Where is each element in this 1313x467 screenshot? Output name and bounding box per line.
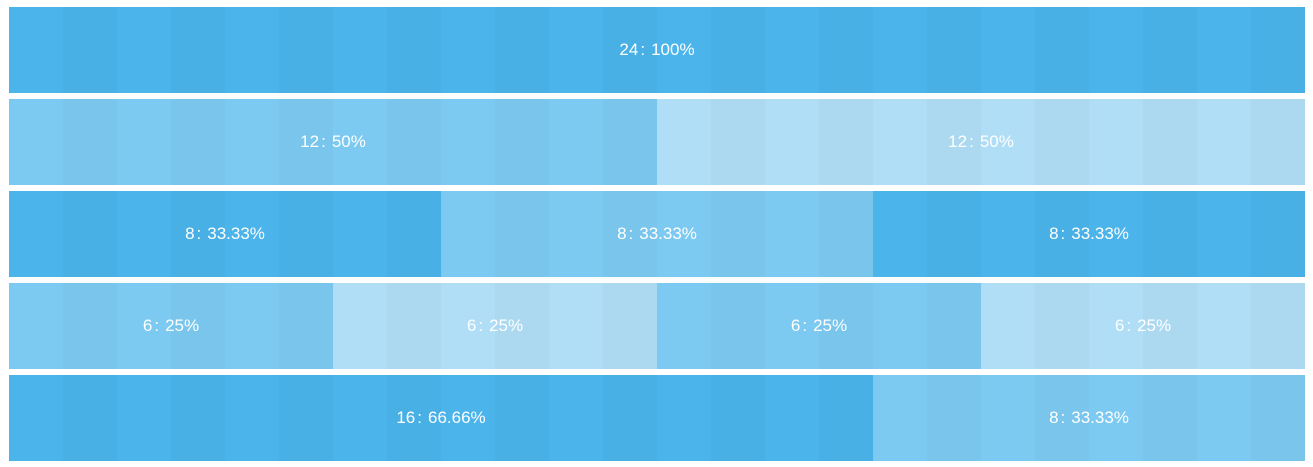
col-count: 12: [948, 132, 968, 151]
col-count: 12: [300, 132, 320, 151]
col-label: 12:50%: [948, 132, 1014, 152]
col-count: 6: [1114, 316, 1125, 335]
col-count: 6: [466, 316, 477, 335]
col-label: 8:33.33%: [1049, 408, 1129, 428]
col-separator: :: [154, 316, 160, 335]
grid-col-12: 12:50%: [9, 99, 657, 185]
col-count: 8: [617, 224, 627, 243]
grid-col-16: 16:66.66%: [9, 375, 873, 461]
col-label: 6:25%: [1115, 316, 1171, 336]
col-count: 6: [142, 316, 153, 335]
grid-col-8: 8:33.33%: [441, 191, 873, 277]
col-separator: :: [802, 316, 808, 335]
grid-row-2: 12:50% 12:50%: [9, 99, 1305, 185]
col-percent: 33.33%: [1071, 224, 1129, 243]
col-label: 24:100%: [619, 40, 694, 60]
grid-col-6: 6:25%: [333, 283, 657, 369]
col-separator: :: [1126, 316, 1132, 335]
col-percent: 25%: [165, 316, 200, 335]
col-label: 6:25%: [791, 316, 847, 336]
col-percent: 50%: [979, 132, 1014, 151]
col-percent: 25%: [1137, 316, 1172, 335]
col-label: 8:33.33%: [617, 224, 697, 244]
grid-row-1: 24:100%: [9, 7, 1305, 93]
col-percent: 33.33%: [1071, 408, 1129, 427]
grid-row-3: 8:33.33% 8:33.33% 8:33.33%: [9, 191, 1305, 277]
col-percent: 100%: [651, 40, 695, 59]
col-label: 12:50%: [300, 132, 366, 152]
col-separator: :: [1060, 224, 1066, 243]
col-count: 6: [790, 316, 801, 335]
grid-col-6: 6:25%: [657, 283, 981, 369]
col-count: 8: [1049, 224, 1059, 243]
col-count: 24: [619, 40, 639, 59]
col-percent: 33.33%: [207, 224, 265, 243]
col-label: 16:66.66%: [396, 408, 485, 428]
grid-col-12: 12:50%: [657, 99, 1305, 185]
grid-demo: 24:100% 12:50% 12:50% 8:33.33% 8:33.33%: [9, 7, 1305, 461]
grid-col-8: 8:33.33%: [873, 375, 1305, 461]
col-separator: :: [196, 224, 202, 243]
col-separator: :: [628, 224, 634, 243]
grid-col-6: 6:25%: [9, 283, 333, 369]
col-percent: 50%: [331, 132, 366, 151]
col-separator: :: [969, 132, 974, 151]
col-label: 6:25%: [467, 316, 523, 336]
col-percent: 25%: [489, 316, 524, 335]
grid-col-8: 8:33.33%: [873, 191, 1305, 277]
col-percent: 33.33%: [639, 224, 697, 243]
col-percent: 25%: [813, 316, 848, 335]
grid-col-24: 24:100%: [9, 7, 1305, 93]
col-count: 8: [185, 224, 195, 243]
col-separator: :: [640, 40, 646, 59]
col-count: 8: [1049, 408, 1059, 427]
col-label: 8:33.33%: [1049, 224, 1129, 244]
col-count: 16: [396, 408, 416, 427]
col-percent: 66.66%: [427, 408, 486, 427]
col-separator: :: [1060, 408, 1066, 427]
col-separator: :: [478, 316, 484, 335]
col-separator: :: [321, 132, 326, 151]
col-label: 6:25%: [143, 316, 199, 336]
col-separator: :: [417, 408, 422, 427]
grid-col-6: 6:25%: [981, 283, 1305, 369]
grid-row-4: 6:25% 6:25% 6:25% 6:25%: [9, 283, 1305, 369]
col-label: 8:33.33%: [185, 224, 265, 244]
grid-col-8: 8:33.33%: [9, 191, 441, 277]
grid-row-5: 16:66.66% 8:33.33%: [9, 375, 1305, 461]
